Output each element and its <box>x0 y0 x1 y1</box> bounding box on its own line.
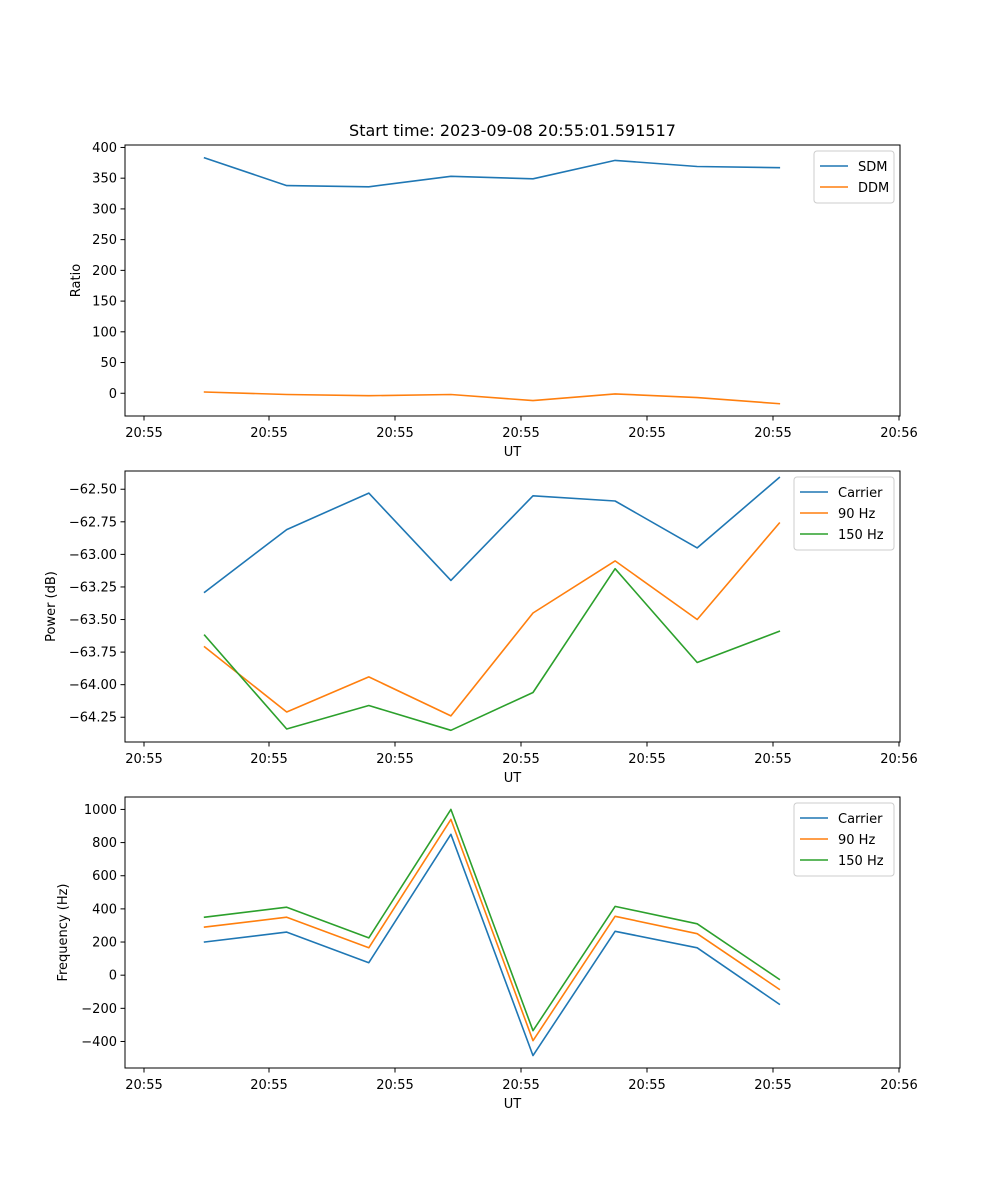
y-tick-label: −63.00 <box>69 548 117 563</box>
axes-frame <box>124 470 901 743</box>
y-tick-label: 600 <box>92 869 117 884</box>
y-tick-label: −64.25 <box>69 711 117 726</box>
series-line-carrier <box>203 476 781 594</box>
y-tick-label: 1000 <box>84 803 117 818</box>
y-tick-label: 400 <box>92 141 117 156</box>
x-tick-label: 20:55 <box>125 1078 162 1093</box>
legend-box <box>793 802 895 877</box>
chart-panel-1: 0 50 100 150 200 250 300 350 400 20:55 20:55 20:55 2… <box>69 141 918 460</box>
x-tick-label: 20:56 <box>880 1078 917 1093</box>
x-tick-label: 20:55 <box>754 752 791 767</box>
y-tick-label: −62.75 <box>69 515 117 530</box>
x-tick-label: 20:55 <box>754 1078 791 1093</box>
x-tick-label: 20:55 <box>250 426 287 441</box>
y-tick-label: −200 <box>81 1002 117 1017</box>
x-tick-label: 20:55 <box>250 1078 287 1093</box>
x-tick-label: 20:56 <box>880 752 917 767</box>
x-tick-label: 20:55 <box>250 752 287 767</box>
y-tick-label: 250 <box>92 233 117 248</box>
legend-label: 90 Hz <box>838 833 875 848</box>
y-tick-label: −400 <box>81 1035 117 1050</box>
figure-title: Start time: 2023-09-08 20:55:01.591517 <box>349 121 676 140</box>
y-tick-label: 100 <box>92 325 117 340</box>
legend-label: DDM <box>858 181 889 196</box>
x-axis-label: UT <box>504 445 522 460</box>
legend-label: 90 Hz <box>838 507 875 522</box>
legend-label: 150 Hz <box>838 854 884 869</box>
x-tick-label: 20:55 <box>376 426 413 441</box>
x-tick-label: 20:55 <box>376 1078 413 1093</box>
y-axis-label: Power (dB) <box>44 571 59 642</box>
series-line-90-hz <box>203 521 781 717</box>
x-tick-label: 20:55 <box>125 752 162 767</box>
series-line-150-hz <box>203 808 781 1032</box>
x-tick-label: 20:55 <box>502 1078 539 1093</box>
legend-box <box>813 150 895 204</box>
legend-label: Carrier <box>838 812 883 827</box>
series-line-150-hz <box>203 567 781 732</box>
legend-label: SDM <box>858 160 887 175</box>
x-tick-label: 20:55 <box>376 752 413 767</box>
chart-panel-3: −400 −200 0 200 400 600 800 1000 20:55 20:55 20:55… <box>56 796 918 1112</box>
series-line-ddm <box>203 391 781 405</box>
x-axis-label: UT <box>504 1097 522 1112</box>
x-tick-label: 20:55 <box>502 752 539 767</box>
x-tick-label: 20:56 <box>880 426 917 441</box>
y-axis-label: Frequency (Hz) <box>56 883 71 981</box>
x-tick-label: 20:55 <box>754 426 791 441</box>
series-line-90-hz <box>203 818 781 1042</box>
x-tick-label: 20:55 <box>628 426 665 441</box>
y-tick-label: −62.50 <box>69 483 117 498</box>
axes-frame <box>124 144 901 417</box>
chart-panel-2: −64.25 −64.00 −63.75 −63.50 −63.25 −63.00 −62.… <box>44 470 918 786</box>
y-tick-label: 300 <box>92 202 117 217</box>
y-tick-label: −64.00 <box>69 678 117 693</box>
legend-label: 150 Hz <box>838 528 884 543</box>
legend-box <box>793 476 895 551</box>
x-tick-label: 20:55 <box>628 752 665 767</box>
y-tick-label: 400 <box>92 902 117 917</box>
y-tick-label: 0 <box>109 969 117 984</box>
legend-label: Carrier <box>838 486 883 501</box>
series-line-sdm <box>203 156 781 188</box>
y-tick-label: 150 <box>92 295 117 310</box>
y-tick-label: 50 <box>100 356 117 371</box>
y-tick-label: −63.25 <box>69 580 117 595</box>
axes-frame <box>124 796 901 1069</box>
y-tick-label: 800 <box>92 836 117 851</box>
y-axis-label: Ratio <box>69 264 84 297</box>
series-line-carrier <box>203 833 781 1057</box>
x-axis-label: UT <box>504 771 522 786</box>
x-tick-label: 20:55 <box>125 426 162 441</box>
y-tick-label: 200 <box>92 936 117 951</box>
x-tick-label: 20:55 <box>628 1078 665 1093</box>
y-tick-label: −63.75 <box>69 646 117 661</box>
x-tick-label: 20:55 <box>502 426 539 441</box>
y-tick-label: 200 <box>92 264 117 279</box>
y-tick-label: 0 <box>109 387 117 402</box>
y-tick-label: 350 <box>92 172 117 187</box>
y-tick-label: −63.50 <box>69 613 117 628</box>
